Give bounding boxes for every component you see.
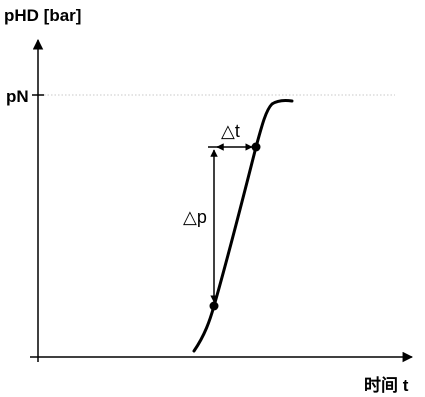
x-axis-label: 时间 t [364, 375, 409, 395]
upper-point [251, 142, 261, 152]
pN-label: pN [6, 87, 29, 106]
pressure-curve [192, 98, 294, 353]
delta-t-label: △t [221, 121, 240, 141]
lower-point [209, 301, 219, 311]
delta-p-label: △p [183, 207, 207, 227]
y-axis-label: pHD [bar] [4, 6, 81, 25]
